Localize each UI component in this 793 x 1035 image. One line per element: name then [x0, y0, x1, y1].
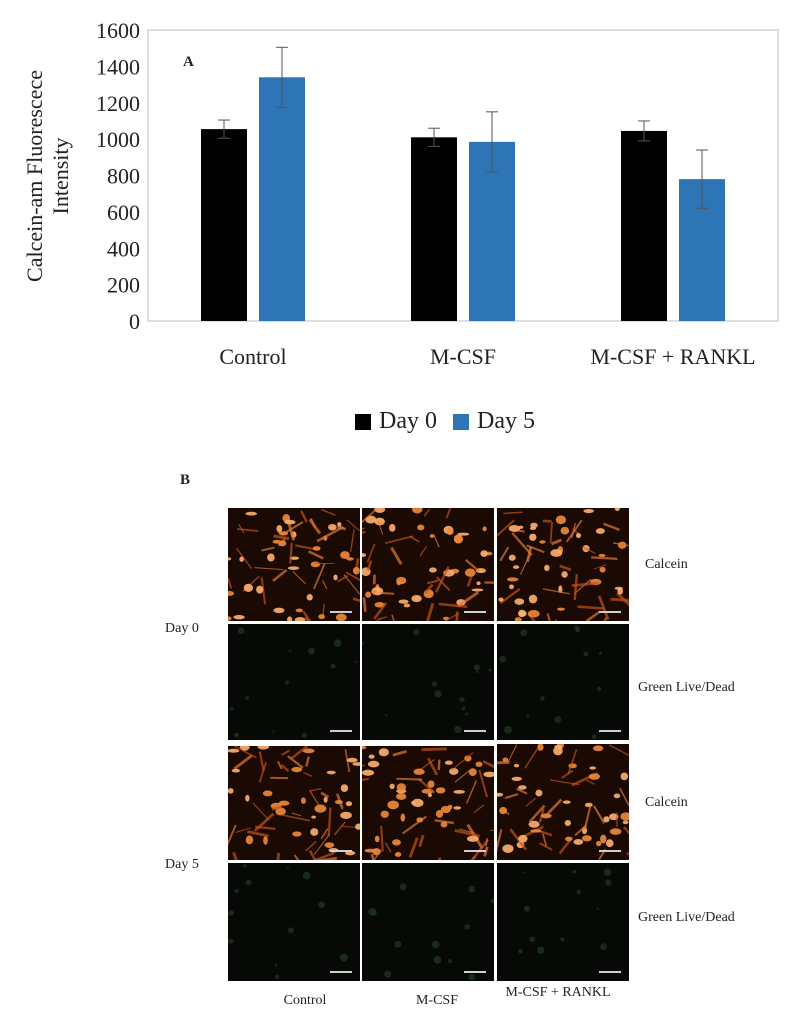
chart-legend: Day 0 Day 5 — [355, 408, 551, 435]
scale-bar — [599, 850, 621, 852]
micrograph-day0-control-calcein — [228, 508, 360, 621]
x-tick-label: Control — [219, 344, 286, 369]
micrograph-texture — [497, 863, 629, 981]
y-tick-label: 200 — [107, 273, 140, 298]
panel-label-b: B — [180, 472, 191, 488]
micrograph-day5-mcsf-calcein — [362, 746, 494, 860]
stain-label-day5-livedead: Green Live/Dead — [638, 910, 735, 925]
micrograph-day5-control-calcein — [228, 746, 360, 860]
bar-day0-1 — [411, 137, 457, 321]
bar-day0-2 — [621, 130, 667, 321]
legend-label-day5: Day 5 — [476, 408, 535, 434]
legend-item-day5: Day 5 — [452, 408, 535, 435]
scale-bar — [330, 971, 352, 973]
y-axis-label: Calcein-am Fluorescece — [22, 70, 47, 282]
legend-label-day0: Day 0 — [379, 408, 437, 434]
micrograph-texture — [362, 508, 494, 621]
column-label-control: Control — [283, 993, 327, 1008]
micrograph-texture — [362, 624, 494, 740]
row-label-day5: Day 5 — [165, 857, 199, 872]
scale-bar — [330, 850, 352, 852]
chart-panel-a: 0 200 400 600 800 1000 1200 1400 1600 Calcein-am … — [0, 0, 793, 470]
scale-bar — [599, 971, 621, 973]
micrograph-texture — [497, 508, 629, 621]
column-label-mcsf-rankl: M-CSF + RANKL — [505, 985, 611, 1000]
micrograph-day5-rankl-livedead — [497, 863, 629, 981]
micrograph-day5-rankl-calcein — [497, 744, 629, 860]
scale-bar — [330, 611, 352, 613]
x-tick-label: M-CSF — [430, 344, 496, 369]
y-tick-label: 1400 — [96, 54, 140, 79]
y-tick-label: 400 — [107, 236, 140, 261]
y-tick-label: 600 — [107, 200, 140, 225]
plot-area-border — [147, 29, 779, 322]
micrograph-texture — [228, 508, 360, 621]
micrograph-texture — [228, 746, 360, 860]
column-label-mcsf: M-CSF — [415, 993, 459, 1008]
micrograph-texture — [228, 624, 360, 740]
y-tick-label: 1600 — [96, 18, 140, 43]
micrograph-day5-control-livedead — [228, 863, 360, 981]
legend-swatch-day5 — [452, 413, 469, 430]
legend-item-day0: Day 0 — [355, 408, 437, 435]
y-tick-label: 1000 — [96, 127, 140, 152]
micrograph-day0-control-livedead — [228, 624, 360, 740]
bar-chart: 0 200 400 600 800 1000 1200 1400 1600 Calcein-am … — [22, 18, 779, 369]
scale-bar — [464, 971, 486, 973]
scale-bar — [464, 611, 486, 613]
micrograph-texture — [362, 746, 494, 860]
x-tick-label: M-CSF + RANKL — [590, 344, 755, 369]
micrograph-day0-mcsf-calcein — [362, 508, 494, 621]
micrograph-day0-rankl-livedead — [497, 624, 629, 740]
micrograph-texture — [228, 863, 360, 981]
micrograph-day0-rankl-calcein — [497, 508, 629, 621]
y-tick-label: 1200 — [96, 91, 140, 116]
stain-label-day0-livedead: Green Live/Dead — [638, 680, 735, 695]
micrograph-texture — [362, 863, 494, 981]
stain-label-day0-calcein: Calcein — [645, 557, 688, 572]
panel-label-a: A — [183, 54, 194, 70]
legend-swatch-day0 — [355, 413, 371, 430]
bar-day5-0 — [259, 77, 305, 321]
bar-day0-0 — [201, 129, 247, 321]
micrograph-day0-mcsf-livedead — [362, 624, 494, 740]
scale-bar — [599, 730, 621, 732]
stain-label-day5-calcein: Calcein — [645, 795, 688, 810]
micrograph-day5-mcsf-livedead — [362, 863, 494, 981]
scale-bar — [464, 850, 486, 852]
microscopy-panel-b: B Day 0 Day 5 Calcein Green Live/Dead Ca… — [0, 470, 793, 1035]
y-tick-label: 0 — [129, 309, 140, 334]
micrograph-texture — [497, 744, 629, 860]
scale-bar — [599, 611, 621, 613]
scale-bar — [464, 730, 486, 732]
micrograph-texture — [497, 624, 629, 740]
scale-bar — [330, 730, 352, 732]
row-label-day0: Day 0 — [165, 621, 199, 636]
y-axis-label-line2: Intensity — [48, 138, 73, 215]
y-tick-label: 800 — [107, 164, 140, 189]
